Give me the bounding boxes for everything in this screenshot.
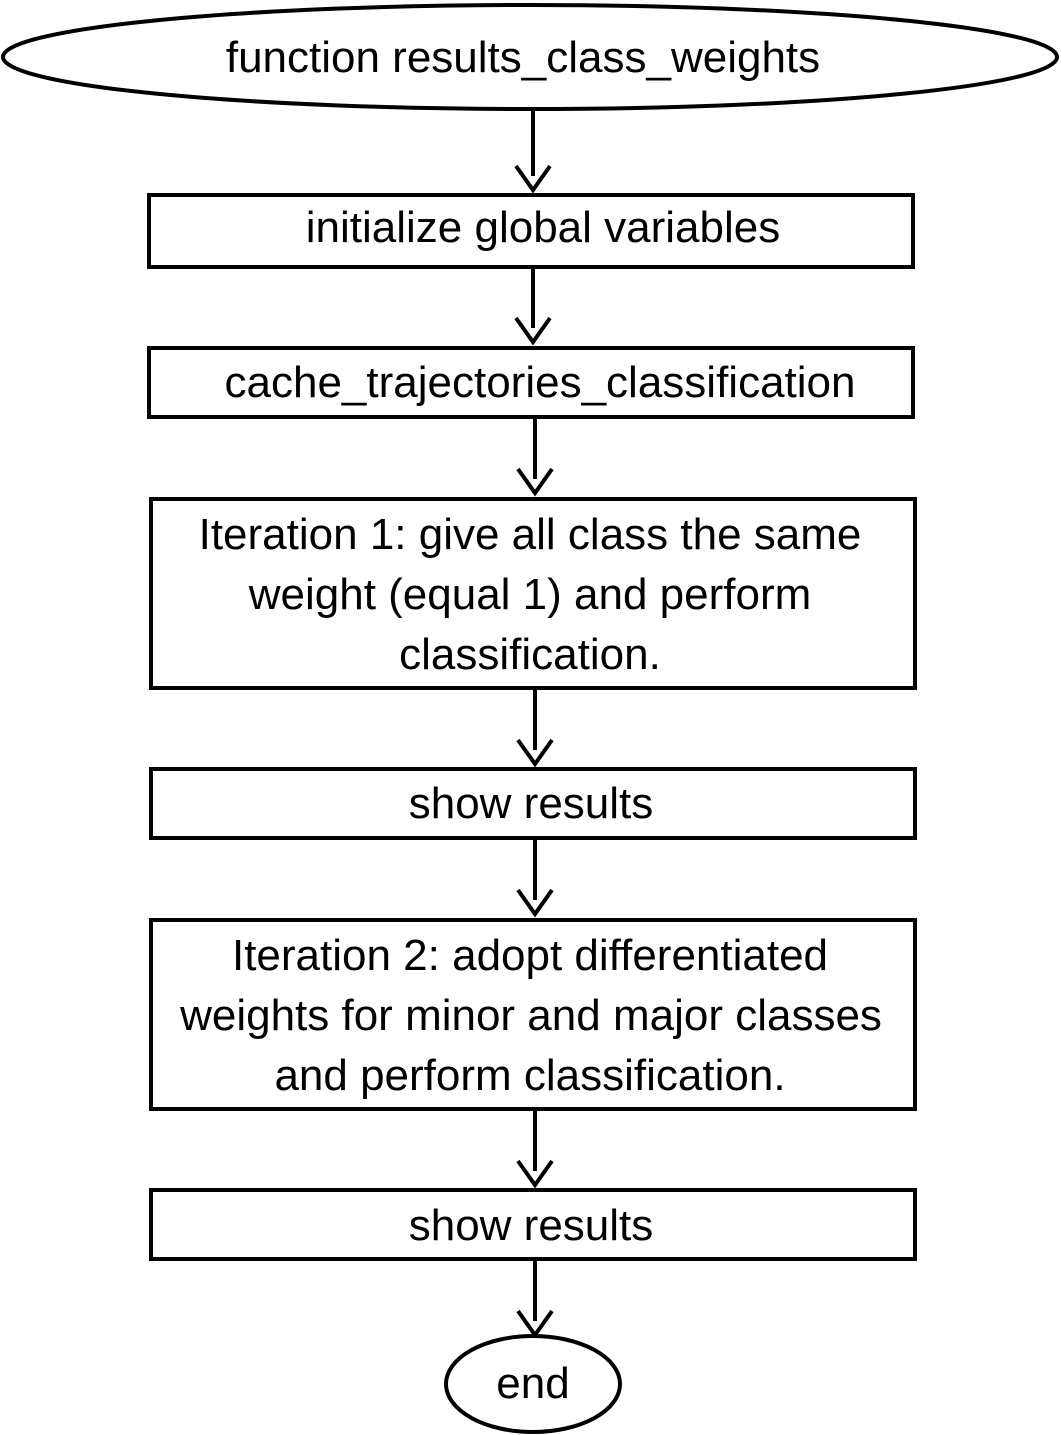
step-show-results-2: show results bbox=[149, 1188, 917, 1261]
connector-step4-to-step5 bbox=[516, 838, 554, 918]
step-label: cache_trajectories_classification bbox=[225, 358, 856, 407]
process-box bbox=[147, 346, 915, 419]
step-iteration-2: Iteration 2: adopt differentiated weight… bbox=[149, 918, 917, 1111]
step-label: show results bbox=[409, 1201, 654, 1250]
step-label: initialize global variables bbox=[306, 203, 780, 252]
end-ellipse bbox=[444, 1334, 622, 1434]
step-iteration-1: Iteration 1: give all class the same wei… bbox=[149, 497, 917, 690]
connector-step5-to-step6 bbox=[516, 1109, 554, 1189]
connector-step6-to-end bbox=[516, 1259, 554, 1339]
process-box bbox=[149, 497, 917, 690]
step-label-line-1: Iteration 1: give all class the same bbox=[199, 510, 862, 559]
step-show-results-1: show results bbox=[149, 767, 917, 840]
connector-step1-to-step2 bbox=[514, 267, 552, 346]
end-terminal: end bbox=[444, 1334, 622, 1434]
connector-step2-to-step3 bbox=[516, 417, 554, 497]
connector-step3-to-step4 bbox=[516, 688, 554, 768]
step-initialize-global-variables: initialize global variables bbox=[147, 193, 915, 269]
step-label: show results bbox=[409, 779, 654, 828]
start-label: function results_class_weights bbox=[226, 33, 820, 82]
step-label-line-1: Iteration 2: adopt differentiated bbox=[232, 931, 828, 980]
process-box bbox=[149, 918, 917, 1111]
start-terminal: function results_class_weights bbox=[1, 3, 1059, 111]
connector-start-to-step1 bbox=[514, 111, 552, 194]
end-label: end bbox=[496, 1359, 569, 1408]
start-ellipse bbox=[1, 3, 1059, 111]
step-label-line-2: weights for minor and major classes bbox=[179, 991, 882, 1040]
step-label-line-3: classification. bbox=[399, 630, 661, 679]
step-label-line-3: and perform classification. bbox=[274, 1051, 785, 1100]
step-cache-trajectories-classification: cache_trajectories_classification bbox=[147, 346, 915, 419]
step-label-line-2: weight (equal 1) and perform bbox=[248, 570, 812, 619]
process-box bbox=[147, 193, 915, 269]
